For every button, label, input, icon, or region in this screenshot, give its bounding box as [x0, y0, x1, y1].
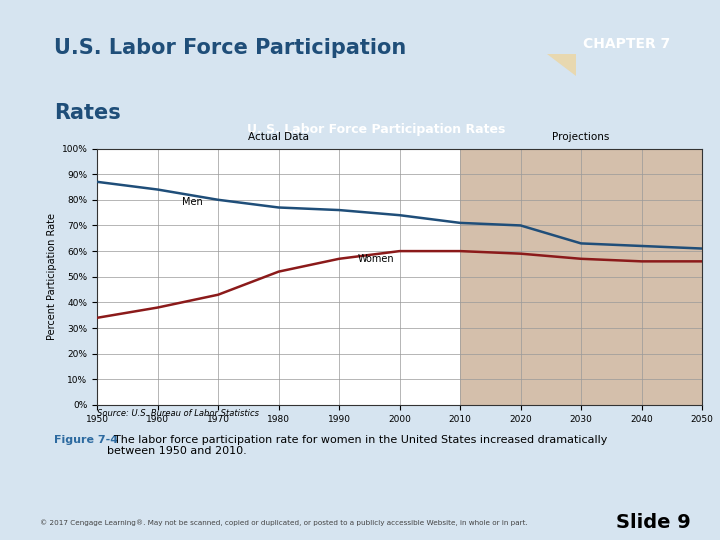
Text: © 2017 Cengage Learning®. May not be scanned, copied or duplicated, or posted to: © 2017 Cengage Learning®. May not be sca…: [40, 520, 527, 526]
Text: CHAPTER 7: CHAPTER 7: [582, 37, 670, 51]
Text: U.S. Labor Force Participation: U.S. Labor Force Participation: [54, 38, 406, 58]
Text: Rates: Rates: [54, 103, 121, 123]
Text: U. S. Labor Force Participation Rates: U. S. Labor Force Participation Rates: [247, 123, 505, 136]
Text: Slide 9: Slide 9: [616, 513, 691, 532]
Text: Figure 7-4: Figure 7-4: [54, 435, 118, 445]
Text: Women: Women: [357, 254, 394, 264]
Bar: [460, 148, 720, 405]
Y-axis label: Percent Participation Rate: Percent Participation Rate: [48, 213, 58, 340]
Text: The labor force participation rate for women in the United States increased dram: The labor force participation rate for w…: [107, 435, 607, 456]
Text: Men: Men: [182, 197, 202, 207]
Text: Actual Data: Actual Data: [248, 132, 309, 142]
Text: Projections: Projections: [552, 132, 610, 142]
Polygon shape: [547, 54, 576, 76]
Text: Source: U.S. Bureau of Labor Statistics: Source: U.S. Bureau of Labor Statistics: [97, 409, 259, 418]
